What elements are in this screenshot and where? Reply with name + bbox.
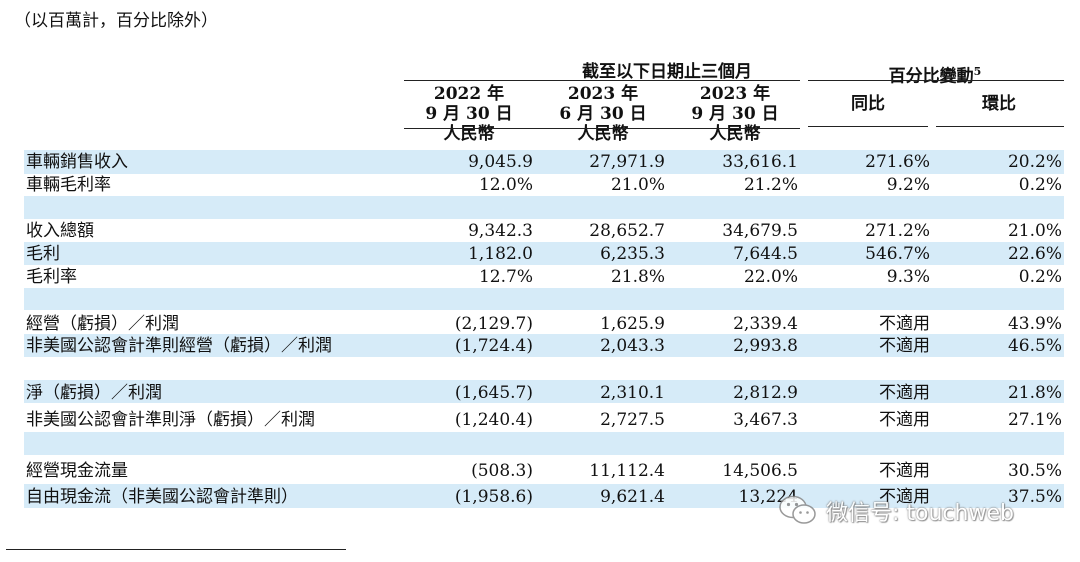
value-2023-jun: 28,652.7	[589, 221, 665, 241]
value-2023-sep: 34,679.5	[722, 221, 798, 241]
value-yoy: 546.7%	[865, 244, 930, 264]
row-label: 車輛毛利率	[26, 175, 111, 195]
header-change-group: 百分比變動5	[808, 62, 1062, 87]
row-label: 非美國公認會計準則淨（虧損）／利潤	[26, 410, 315, 430]
value-yoy: 9.3%	[886, 267, 930, 287]
value-yoy: 不適用	[879, 410, 930, 430]
value-2022-sep: 9,045.9	[468, 152, 533, 172]
table-row: 經營（虧損）／利潤 (2,129.7) 1,625.9 2,339.4 不適用 …	[0, 313, 1080, 335]
value-2023-jun: 6,235.3	[600, 244, 665, 264]
value-2022-sep: 9,342.3	[468, 221, 533, 241]
watermark-text: 微信号: touchweb	[826, 501, 1014, 526]
footnote-marker: 5	[973, 65, 982, 78]
header-date: 9 月 30 日	[425, 104, 513, 124]
wechat-icon	[779, 495, 816, 524]
value-2022-sep: (508.3)	[471, 461, 533, 481]
row-label: 經營（虧損）／利潤	[26, 314, 179, 334]
value-2022-sep: (2,129.7)	[454, 314, 533, 334]
value-2023-sep: 7,644.5	[733, 244, 798, 264]
header-currency: 人民幣	[443, 124, 495, 144]
value-yoy: 不適用	[879, 487, 930, 507]
header-yoy: 同比	[851, 94, 885, 114]
value-2023-jun: 1,625.9	[600, 314, 665, 334]
value-2023-sep: 21.2%	[743, 175, 798, 195]
value-2023-jun: 2,727.5	[600, 410, 665, 430]
watermark: 微信号: touchweb	[778, 492, 1014, 530]
table-row: 非美國公認會計準則淨（虧損）／利潤 (1,240.4) 2,727.5 3,46…	[0, 409, 1080, 431]
row-label: 毛利	[26, 244, 60, 264]
value-2022-sep: (1,724.4)	[454, 336, 533, 356]
value-qoq: 43.9%	[1007, 314, 1062, 334]
value-2022-sep: 12.0%	[478, 175, 533, 195]
value-qoq: 30.5%	[1007, 461, 1062, 481]
value-2023-jun: 21.0%	[610, 175, 665, 195]
value-yoy: 9.2%	[886, 175, 930, 195]
value-2023-sep: 2,812.9	[733, 383, 798, 403]
table-note: （以百萬計，百分比除外）	[14, 11, 218, 31]
row-label: 自由現金流（非美國公認會計準則）	[26, 487, 298, 507]
value-2023-sep: 22.0%	[743, 267, 798, 287]
value-qoq: 22.6%	[1007, 244, 1062, 264]
value-2023-sep: 2,339.4	[733, 314, 798, 334]
header-year: 2022 年	[433, 84, 505, 104]
value-2022-sep: (1,645.7)	[454, 383, 533, 403]
value-2023-sep: 14,506.5	[722, 461, 798, 481]
table-row: 非美國公認會計準則經營（虧損）／利潤 (1,724.4) 2,043.3 2,9…	[0, 335, 1080, 357]
header-date: 9 月 30 日	[691, 104, 779, 124]
header-currency: 人民幣	[709, 124, 761, 144]
value-qoq: 21.0%	[1007, 221, 1062, 241]
value-qoq: 46.5%	[1007, 336, 1062, 356]
value-yoy: 不適用	[879, 383, 930, 403]
table-row: 車輛毛利率 12.0% 21.0% 21.2% 9.2% 0.2%	[0, 174, 1080, 196]
value-2023-sep: 2,993.8	[733, 336, 798, 356]
table-row: 毛利率 12.7% 21.8% 22.0% 9.3% 0.2%	[0, 266, 1080, 288]
row-label: 淨（虧損）／利潤	[26, 383, 162, 403]
footnote-rule	[6, 549, 346, 550]
value-2023-jun: 9,621.4	[600, 487, 665, 507]
header-year: 2023 年	[567, 84, 639, 104]
value-2023-sep: 3,467.3	[733, 410, 798, 430]
value-yoy: 不適用	[879, 461, 930, 481]
value-2023-jun: 27,971.9	[589, 152, 665, 172]
value-2023-sep: 33,616.1	[722, 152, 798, 172]
row-label: 收入總額	[26, 221, 94, 241]
table-row: 車輛銷售收入 9,045.9 27,971.9 33,616.1 271.6% …	[0, 151, 1080, 173]
value-yoy: 271.2%	[865, 221, 930, 241]
value-qoq: 37.5%	[1007, 487, 1062, 507]
value-qoq: 20.2%	[1007, 152, 1062, 172]
header-col-2023-jun: 2023 年 6 月 30 日 人民幣	[538, 84, 668, 144]
value-qoq: 21.8%	[1007, 383, 1062, 403]
table-row: 自由現金流（非美國公認會計準則） (1,958.6) 9,621.4 13,22…	[0, 486, 1080, 508]
value-qoq: 0.2%	[1018, 175, 1062, 195]
table-row: 收入總額 9,342.3 28,652.7 34,679.5 271.2% 21…	[0, 220, 1080, 242]
row-label: 車輛銷售收入	[26, 152, 128, 172]
row-label: 毛利率	[26, 267, 77, 287]
value-qoq: 27.1%	[1007, 410, 1062, 430]
value-yoy: 不適用	[879, 314, 930, 334]
table-row: 毛利 1,182.0 6,235.3 7,644.5 546.7% 22.6%	[0, 243, 1080, 265]
value-2023-jun: 2,310.1	[600, 383, 665, 403]
header-qoq: 環比	[982, 94, 1016, 114]
value-2022-sep: (1,958.6)	[454, 487, 533, 507]
value-qoq: 0.2%	[1018, 267, 1062, 287]
value-2022-sep: 1,182.0	[468, 244, 533, 264]
header-col-2022-sep: 2022 年 9 月 30 日 人民幣	[404, 84, 534, 144]
table-row: 淨（虧損）／利潤 (1,645.7) 2,310.1 2,812.9 不適用 2…	[0, 382, 1080, 404]
value-2023-jun: 2,043.3	[600, 336, 665, 356]
value-2022-sep: 12.7%	[478, 267, 533, 287]
row-label: 經營現金流量	[26, 461, 128, 481]
header-change-label: 百分比變動	[888, 66, 974, 87]
header-currency: 人民幣	[577, 124, 629, 144]
value-yoy: 不適用	[879, 336, 930, 356]
header-period-group: 截至以下日期止三個月	[582, 62, 752, 82]
value-yoy: 271.6%	[865, 152, 930, 172]
value-2022-sep: (1,240.4)	[454, 410, 533, 430]
row-label: 非美國公認會計準則經營（虧損）／利潤	[26, 336, 332, 356]
value-2023-jun: 21.8%	[610, 267, 665, 287]
header-col-2023-sep: 2023 年 9 月 30 日 人民幣	[670, 84, 800, 144]
header-date: 6 月 30 日	[559, 104, 647, 124]
table-row: 經營現金流量 (508.3) 11,112.4 14,506.5 不適用 30.…	[0, 460, 1080, 482]
value-2023-jun: 11,112.4	[589, 461, 665, 481]
header-year: 2023 年	[699, 84, 771, 104]
